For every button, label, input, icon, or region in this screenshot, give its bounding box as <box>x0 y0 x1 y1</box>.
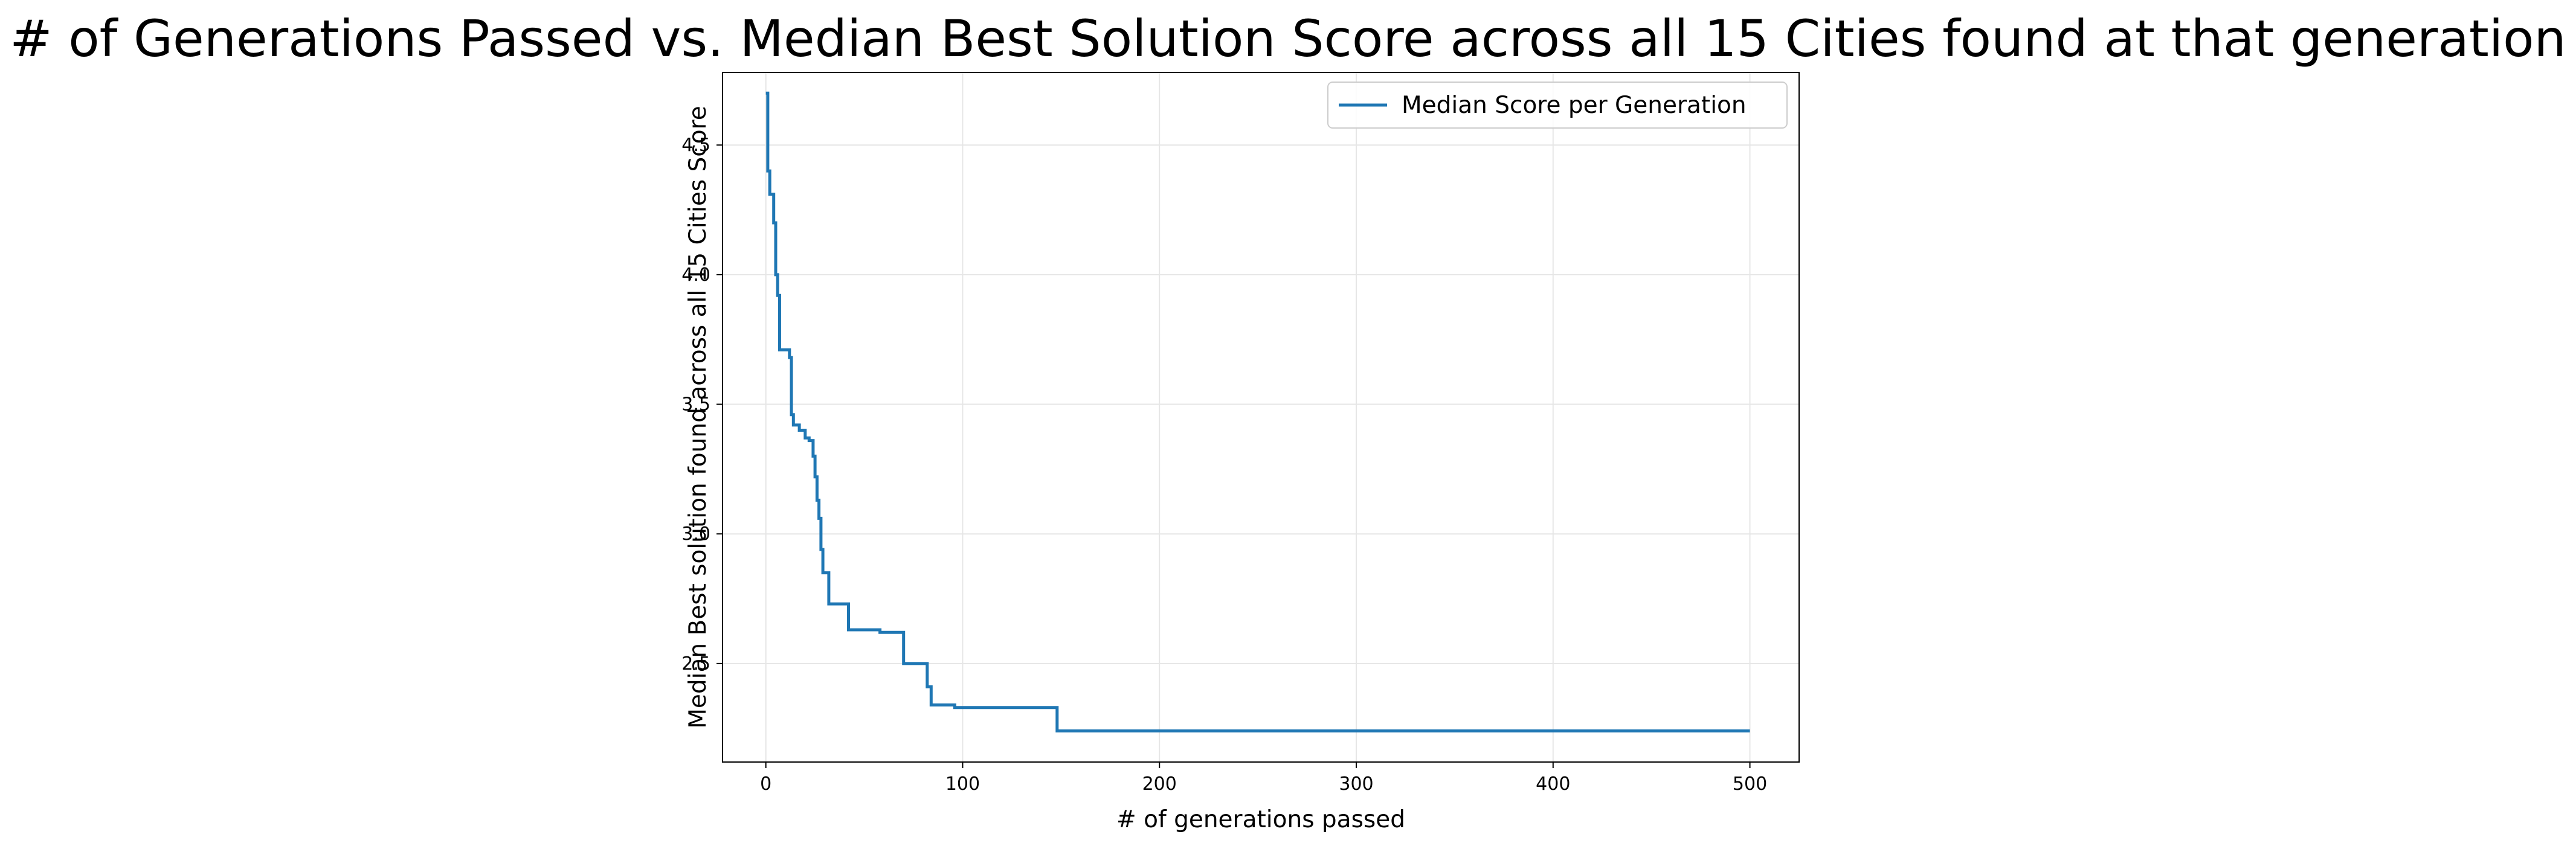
x-tick-label: 300 <box>1339 774 1373 795</box>
x-tick-label: 200 <box>1142 774 1177 795</box>
x-tick-label: 0 <box>760 774 771 795</box>
plot-frame <box>722 72 1800 763</box>
chart-title: # of Generations Passed vs. Median Best … <box>10 9 2566 68</box>
axis-ticks: 0 100 200 300 400 500 2.5 3.0 3.5 4.0 4.5 <box>681 135 1767 795</box>
series-line-median-score <box>765 91 1750 732</box>
x-tick-label: 500 <box>1733 774 1767 795</box>
y-tick-label: 4.0 <box>681 264 710 286</box>
legend-entry-label: Median Score per Generation <box>1402 92 1747 119</box>
y-tick-label: 4.5 <box>681 135 710 156</box>
x-tick-label: 400 <box>1536 774 1570 795</box>
legend-box <box>1327 82 1788 129</box>
grid-lines <box>723 72 1799 762</box>
y-axis-label: Median Best solution found across all 15… <box>684 106 712 729</box>
y-tick-label: 3.0 <box>681 524 710 545</box>
x-tick-label: 100 <box>945 774 980 795</box>
x-axis-label: # of generations passed <box>1116 806 1405 833</box>
y-tick-label: 3.5 <box>681 394 710 415</box>
legend[interactable]: Median Score per Generation <box>1327 82 1788 129</box>
series-lines <box>765 91 1750 732</box>
y-tick-label: 2.5 <box>681 653 710 674</box>
